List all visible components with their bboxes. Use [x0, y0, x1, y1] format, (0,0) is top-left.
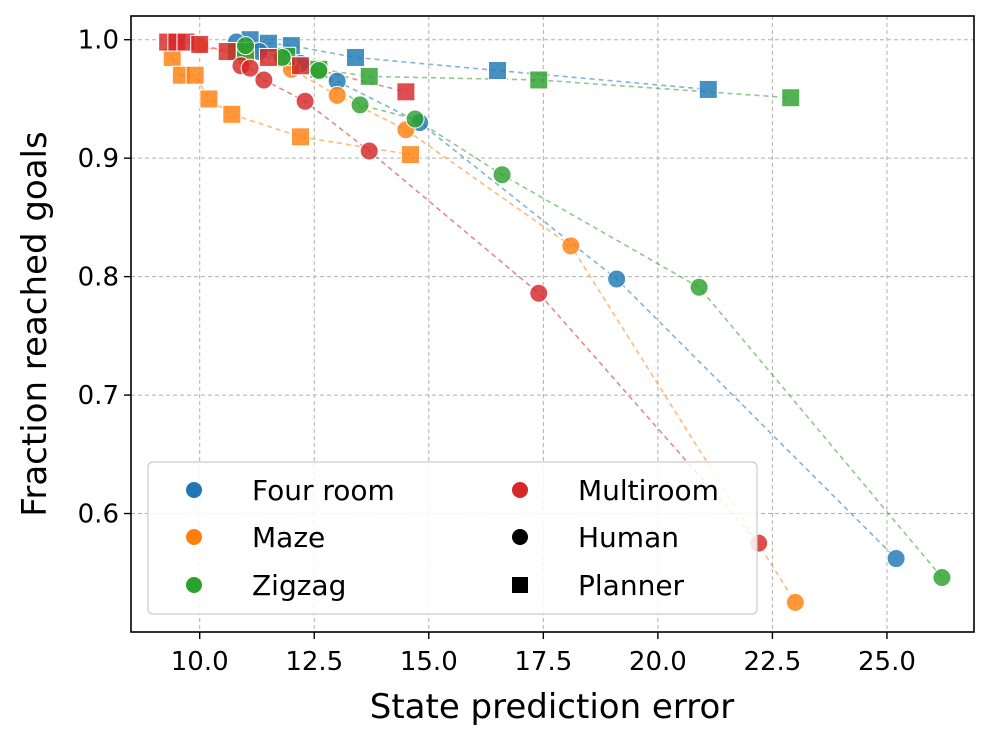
data-point-maze-planner: [199, 89, 219, 109]
legend: Four room Maze Zigzag Multiroom Human Planner: [147, 461, 758, 615]
x-tick-label: 25.0: [858, 647, 916, 677]
legend-marker-zigzag: [186, 577, 202, 593]
y-axis-label: Fraction reached goals: [15, 131, 55, 516]
data-point-multiroom-planner: [217, 42, 237, 62]
legend-box: [147, 461, 758, 615]
data-point-maze-human: [785, 592, 805, 612]
data-point-zigzag-planner: [359, 66, 379, 86]
data-point-maze-human: [561, 236, 581, 256]
legend-marker-four-room: [186, 482, 202, 498]
legend-marker-planner: [512, 577, 528, 593]
data-point-zigzag-human: [492, 165, 512, 185]
data-point-multiroom-human: [529, 283, 549, 303]
x-tick-label: 12.5: [285, 647, 343, 677]
data-point-four-room-planner: [345, 47, 365, 67]
legend-label-maze: Maze: [252, 521, 325, 554]
data-point-zigzag-human: [932, 568, 952, 588]
data-point-zigzag-human: [350, 95, 370, 115]
data-point-zigzag-human: [309, 60, 329, 80]
data-point-zigzag-human: [405, 109, 425, 129]
data-point-four-room-planner: [488, 60, 508, 80]
legend-label-four-room: Four room: [252, 474, 395, 507]
plot-frame: [130, 15, 975, 633]
data-point-maze-human: [327, 85, 347, 105]
y-tick-label: 0.6: [78, 500, 119, 530]
x-tick-label: 10.0: [171, 647, 229, 677]
y-tick-label: 1.0: [78, 26, 119, 56]
data-point-multiroom-human: [254, 70, 274, 90]
series-line-four-room-planner: [249, 38, 709, 91]
axis-ticks: 10.0 12.5 15.0 17.5 20.0 22.5 25.0 0.6 0.7 0.8 0.9…: [78, 26, 916, 677]
data-point-maze-planner: [222, 104, 242, 124]
data-point-four-room-human: [886, 549, 906, 569]
data-point-multiroom-planner: [396, 82, 416, 102]
data-point-zigzag-planner: [529, 70, 549, 90]
legend-marker-human: [512, 529, 528, 545]
data-point-four-room-human: [607, 269, 627, 289]
data-point-maze-planner: [400, 145, 420, 165]
data-point-maze-planner: [185, 65, 205, 85]
x-tick-label: 22.5: [743, 647, 801, 677]
legend-label-zigzag: Zigzag: [252, 569, 346, 602]
x-tick-label: 15.0: [400, 647, 458, 677]
legend-label-planner: Planner: [578, 569, 685, 602]
data-point-zigzag-planner: [781, 88, 801, 108]
legend-marker-maze: [186, 529, 202, 545]
data-point-multiroom-human: [295, 91, 315, 111]
data-point-maze-planner: [291, 127, 311, 147]
data-point-multiroom-planner: [258, 47, 278, 67]
x-tick-label: 17.5: [514, 647, 572, 677]
data-point-four-room-planner: [698, 79, 718, 99]
data-point-multiroom-human: [359, 141, 379, 161]
x-axis-label: State prediction error: [370, 687, 735, 727]
y-tick-label: 0.8: [78, 263, 119, 293]
data-point-multiroom-planner: [291, 56, 311, 76]
series-markers: [158, 30, 952, 612]
y-tick-label: 0.9: [78, 144, 119, 174]
x-tick-label: 20.0: [629, 647, 687, 677]
legend-marker-multiroom: [512, 482, 528, 498]
data-point-zigzag-human: [236, 36, 256, 56]
y-tick-label: 0.7: [78, 381, 119, 411]
legend-label-human: Human: [578, 521, 679, 554]
legend-label-multiroom: Multiroom: [578, 474, 719, 507]
data-point-multiroom-human: [240, 58, 260, 78]
data-point-multiroom-planner: [190, 34, 210, 54]
data-point-zigzag-human: [689, 277, 709, 297]
